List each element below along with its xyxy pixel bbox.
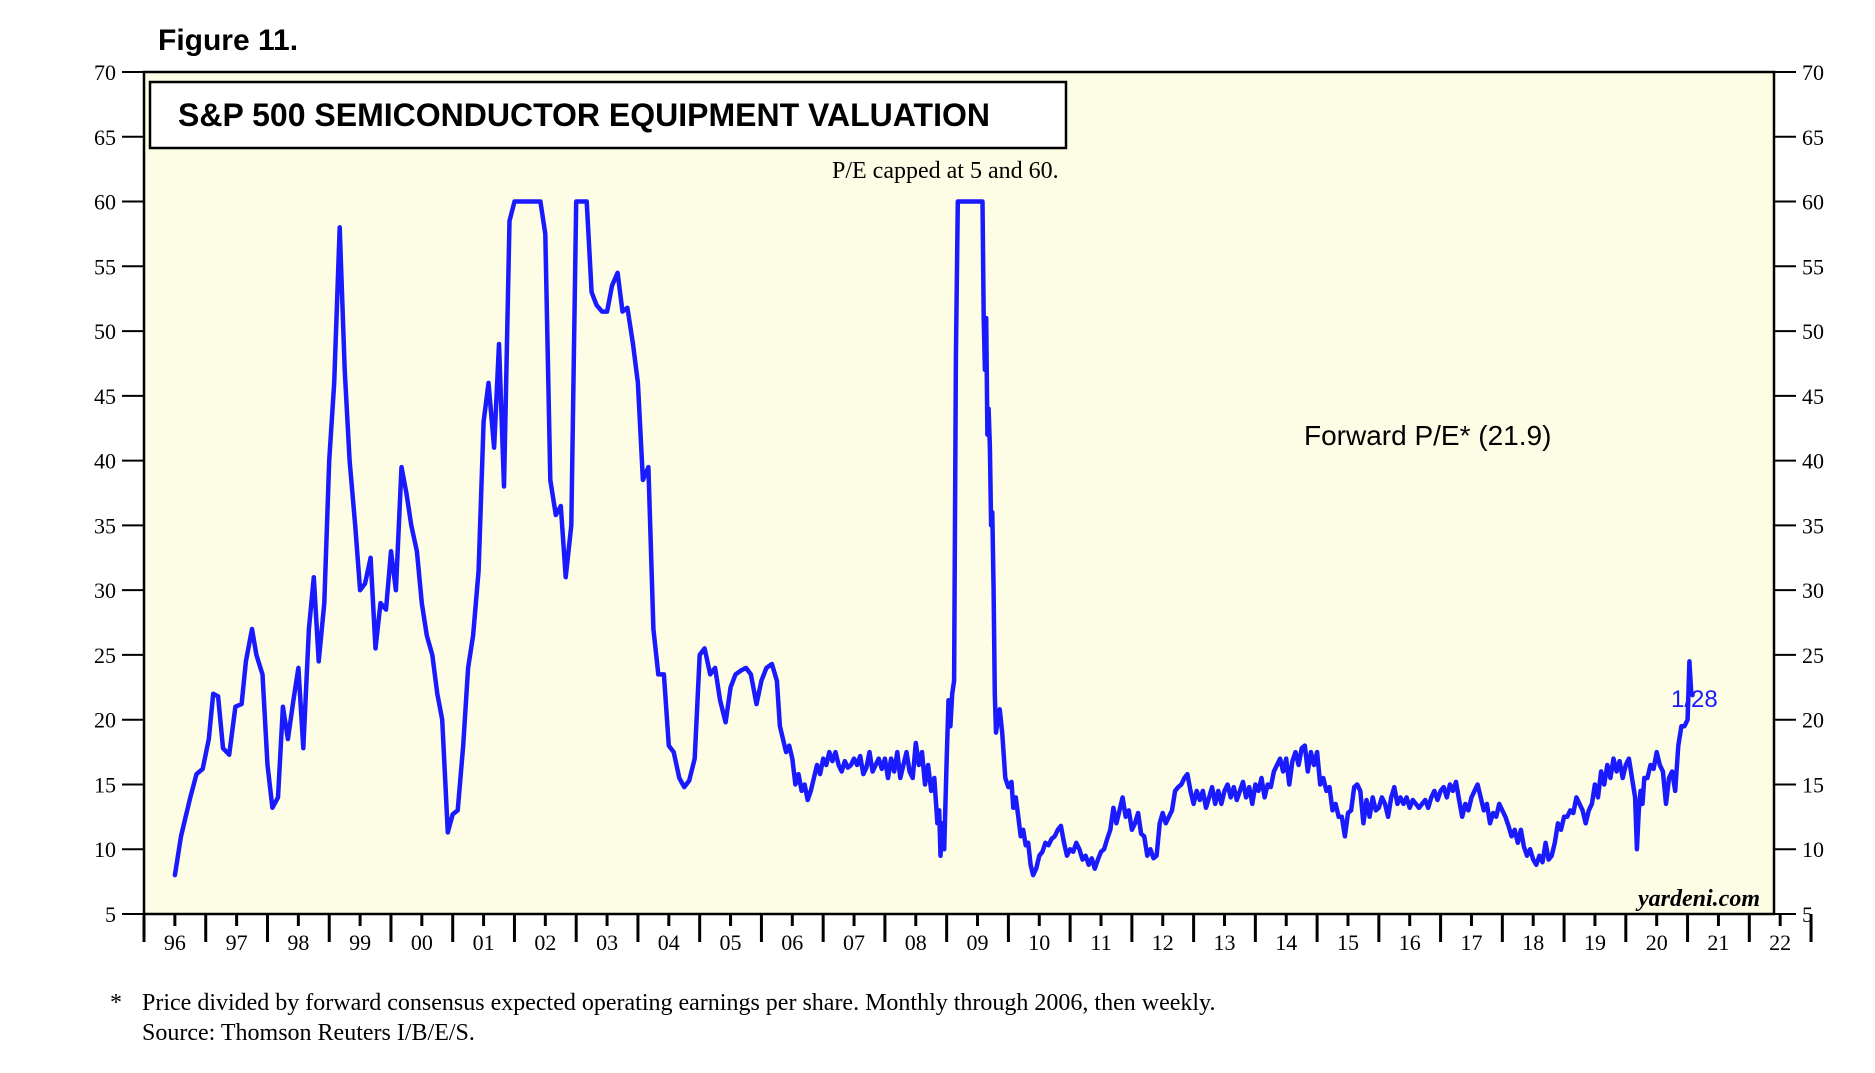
y-tick-label-left: 70 [94, 60, 116, 85]
series-line-forward-pe [172, 199, 1695, 878]
x-tick-label: 07 [843, 930, 865, 955]
y-tick-label-left: 15 [94, 772, 116, 797]
y-tick-label-right: 50 [1802, 319, 1824, 344]
series-label: Forward P/E* (21.9) [1304, 420, 1551, 451]
footnote-marker: * [110, 990, 122, 1016]
x-tick-label: 19 [1584, 930, 1606, 955]
y-tick-label-right: 65 [1802, 125, 1824, 150]
x-tick-label: 20 [1646, 930, 1668, 955]
y-tick-label-left: 60 [94, 190, 116, 215]
x-tick-label: 13 [1213, 930, 1235, 955]
x-tick-label: 05 [720, 930, 742, 955]
title-box: S&P 500 SEMICONDUCTOR EQUIPMENT VALUATIO… [148, 80, 1068, 150]
x-tick-label: 16 [1399, 930, 1421, 955]
plot-area [142, 70, 1776, 916]
y-tick-label-right: 20 [1802, 708, 1824, 733]
y-tick-label-right: 30 [1802, 578, 1824, 603]
x-tick-label: 01 [473, 930, 495, 955]
y-tick-label-right: 70 [1802, 60, 1824, 85]
x-tick-label: 22 [1769, 930, 1791, 955]
x-tick-label: 17 [1460, 930, 1482, 955]
x-tick-label: 99 [349, 930, 371, 955]
y-tick-label-right: 45 [1802, 384, 1824, 409]
y-tick-label-left: 55 [94, 254, 116, 279]
y-tick-label-right: 35 [1802, 513, 1824, 538]
y-tick-label-right: 60 [1802, 190, 1824, 215]
x-tick-label: 00 [411, 930, 433, 955]
y-tick-label-right: 15 [1802, 772, 1824, 797]
y-tick-label-left: 10 [94, 837, 116, 862]
x-tick-label: 02 [534, 930, 556, 955]
y-tick-label-right: 25 [1802, 643, 1824, 668]
y-tick-label-left: 35 [94, 513, 116, 538]
y-tick-label-left: 40 [94, 449, 116, 474]
footnote-source: Source: Thomson Reuters I/B/E/S. [142, 1020, 475, 1046]
x-tick-label: 12 [1152, 930, 1174, 955]
chart-title: S&P 500 SEMICONDUCTOR EQUIPMENT VALUATIO… [178, 97, 990, 133]
x-tick-label: 14 [1275, 930, 1297, 955]
x-tick-label: 11 [1090, 930, 1111, 955]
y-tick-label-right: 5 [1802, 902, 1813, 927]
y-axis-left: 5 10 15 20 25 30 35 40 45 50 55 60 65 70 [94, 60, 144, 927]
x-tick-label: 04 [658, 930, 680, 955]
x-tick-label: 97 [226, 930, 248, 955]
y-tick-label-right: 55 [1802, 254, 1824, 279]
footnote: * Price divided by forward consensus exp… [110, 990, 1215, 1046]
x-tick-label: 15 [1337, 930, 1359, 955]
brand-label: yardeni.com [1635, 886, 1760, 912]
y-tick-label-left: 5 [105, 902, 116, 927]
y-tick-label-left: 65 [94, 125, 116, 150]
y-axis-right: 5 10 15 20 25 30 35 40 45 50 55 60 65 70 [1774, 60, 1824, 927]
y-tick-label-left: 45 [94, 384, 116, 409]
x-tick-label: 03 [596, 930, 618, 955]
y-tick-label-right: 10 [1802, 837, 1824, 862]
x-tick-label: 21 [1707, 930, 1729, 955]
end-date-label: 1/28 [1671, 686, 1718, 713]
x-tick-label: 10 [1028, 930, 1050, 955]
x-axis: 96 97 98 99 00 01 02 03 04 05 06 07 08 09 10 11 12 13 14 15… [142, 914, 1813, 955]
y-tick-label-right: 40 [1802, 449, 1824, 474]
y-tick-label-left: 30 [94, 578, 116, 603]
x-tick-label: 06 [781, 930, 803, 955]
y-tick-label-left: 25 [94, 643, 116, 668]
x-tick-label: 98 [287, 930, 309, 955]
x-tick-label: 18 [1522, 930, 1544, 955]
footnote-line-1: Price divided by forward consensus expec… [142, 990, 1215, 1016]
x-tick-label: 96 [164, 930, 186, 955]
x-tick-label: 09 [967, 930, 989, 955]
y-tick-label-left: 50 [94, 319, 116, 344]
figure-label: Figure 11. [158, 24, 298, 57]
x-tick-label: 08 [905, 930, 927, 955]
y-tick-label-left: 20 [94, 708, 116, 733]
cap-annotation: P/E capped at 5 and 60. [832, 158, 1059, 184]
